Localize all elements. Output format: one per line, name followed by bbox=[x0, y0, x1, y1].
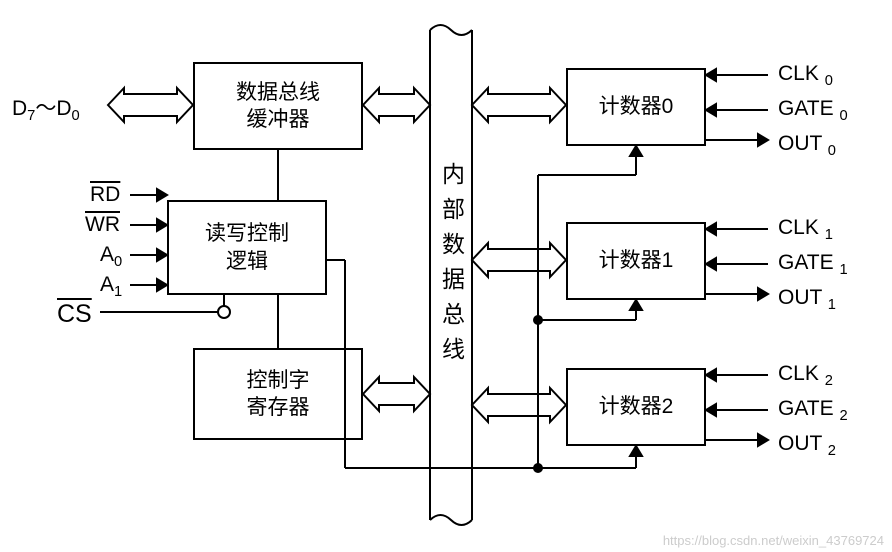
watermark: https://blog.csdn.net/weixin_43769724 bbox=[663, 533, 884, 548]
arrows-overlay bbox=[0, 0, 892, 552]
diagram-canvas: 数据总线缓冲器 读写控制逻辑 控制字寄存器 计数器0 计数器1 计数器2 内部数… bbox=[0, 0, 892, 552]
